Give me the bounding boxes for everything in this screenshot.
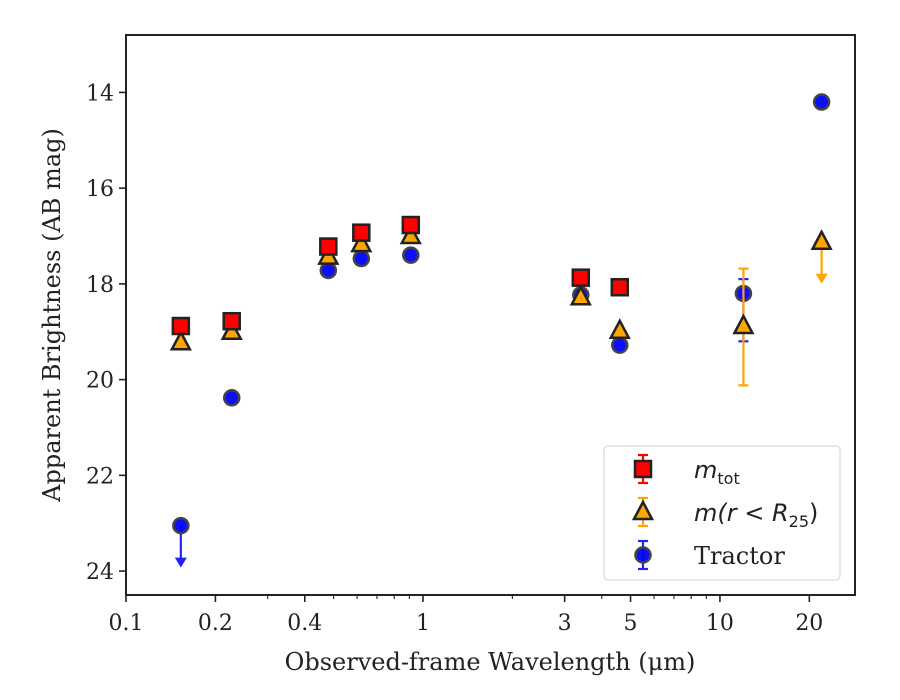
y-tick-label: 20 [86,369,114,394]
data-point [608,318,631,340]
series-mr25 [169,223,833,387]
axis-ticks: 0.1 0.2 0.4 1 3 5 10 20 14 16 18 20 22 24 [86,81,823,636]
x-tick-label: 0.2 [198,611,233,636]
legend-entry-mr25: m(r < R25) [631,496,818,531]
data-point [352,223,371,242]
data-marks [169,93,833,568]
series-mtot [171,215,630,336]
data-point [171,316,191,336]
x-tick-label: 20 [795,611,823,636]
data-point [611,336,629,354]
data-point [352,249,371,268]
y-tick-label: 24 [86,560,114,585]
data-point [222,311,241,331]
data-point [732,313,755,335]
data-point [172,516,190,535]
legend-label: Tractor [694,542,785,570]
legend-entry-tractor: Tractor [634,539,785,571]
x-tick-label: 0.4 [287,611,322,636]
plot-area-frame [125,34,856,596]
x-tick-label: 1 [416,611,430,636]
y-tick-label: 16 [86,177,114,202]
data-point [569,284,592,306]
legend: mtot m(r < R25) Tractor [603,445,841,581]
legend-box [603,445,841,581]
legend-marker [631,499,655,521]
upper-limit-arrowhead [174,557,187,568]
data-point [222,389,241,407]
data-point [810,229,833,251]
x-tick-label: 3 [558,611,572,636]
data-point [399,223,422,245]
y-tick-label: 22 [86,464,114,489]
legend-entry-mtot: mtot [633,453,740,488]
x-tick-label: 10 [706,611,734,636]
data-point [610,277,630,297]
data-point [571,268,591,287]
legend-marker [634,546,652,564]
data-point [319,261,338,280]
x-tick-label: 5 [624,611,638,636]
x-axis-label: Observed-frame Wavelength (μm) [285,648,696,676]
legend-label: m(r < R25) [694,499,818,531]
legend-marker [633,459,653,479]
data-point [350,231,373,253]
upper-limit-arrowhead [815,273,828,284]
data-point [812,93,831,111]
data-point [319,237,338,256]
data-point [169,329,192,351]
x-tick-label: 0.1 [109,611,144,636]
legend-label: mtot [694,456,740,488]
y-tick-label: 18 [86,273,114,298]
data-point [401,215,421,235]
y-axis-label: Apparent Brightness (AB mag) [38,128,66,503]
y-tick-label: 14 [86,81,114,106]
data-point [402,246,420,264]
